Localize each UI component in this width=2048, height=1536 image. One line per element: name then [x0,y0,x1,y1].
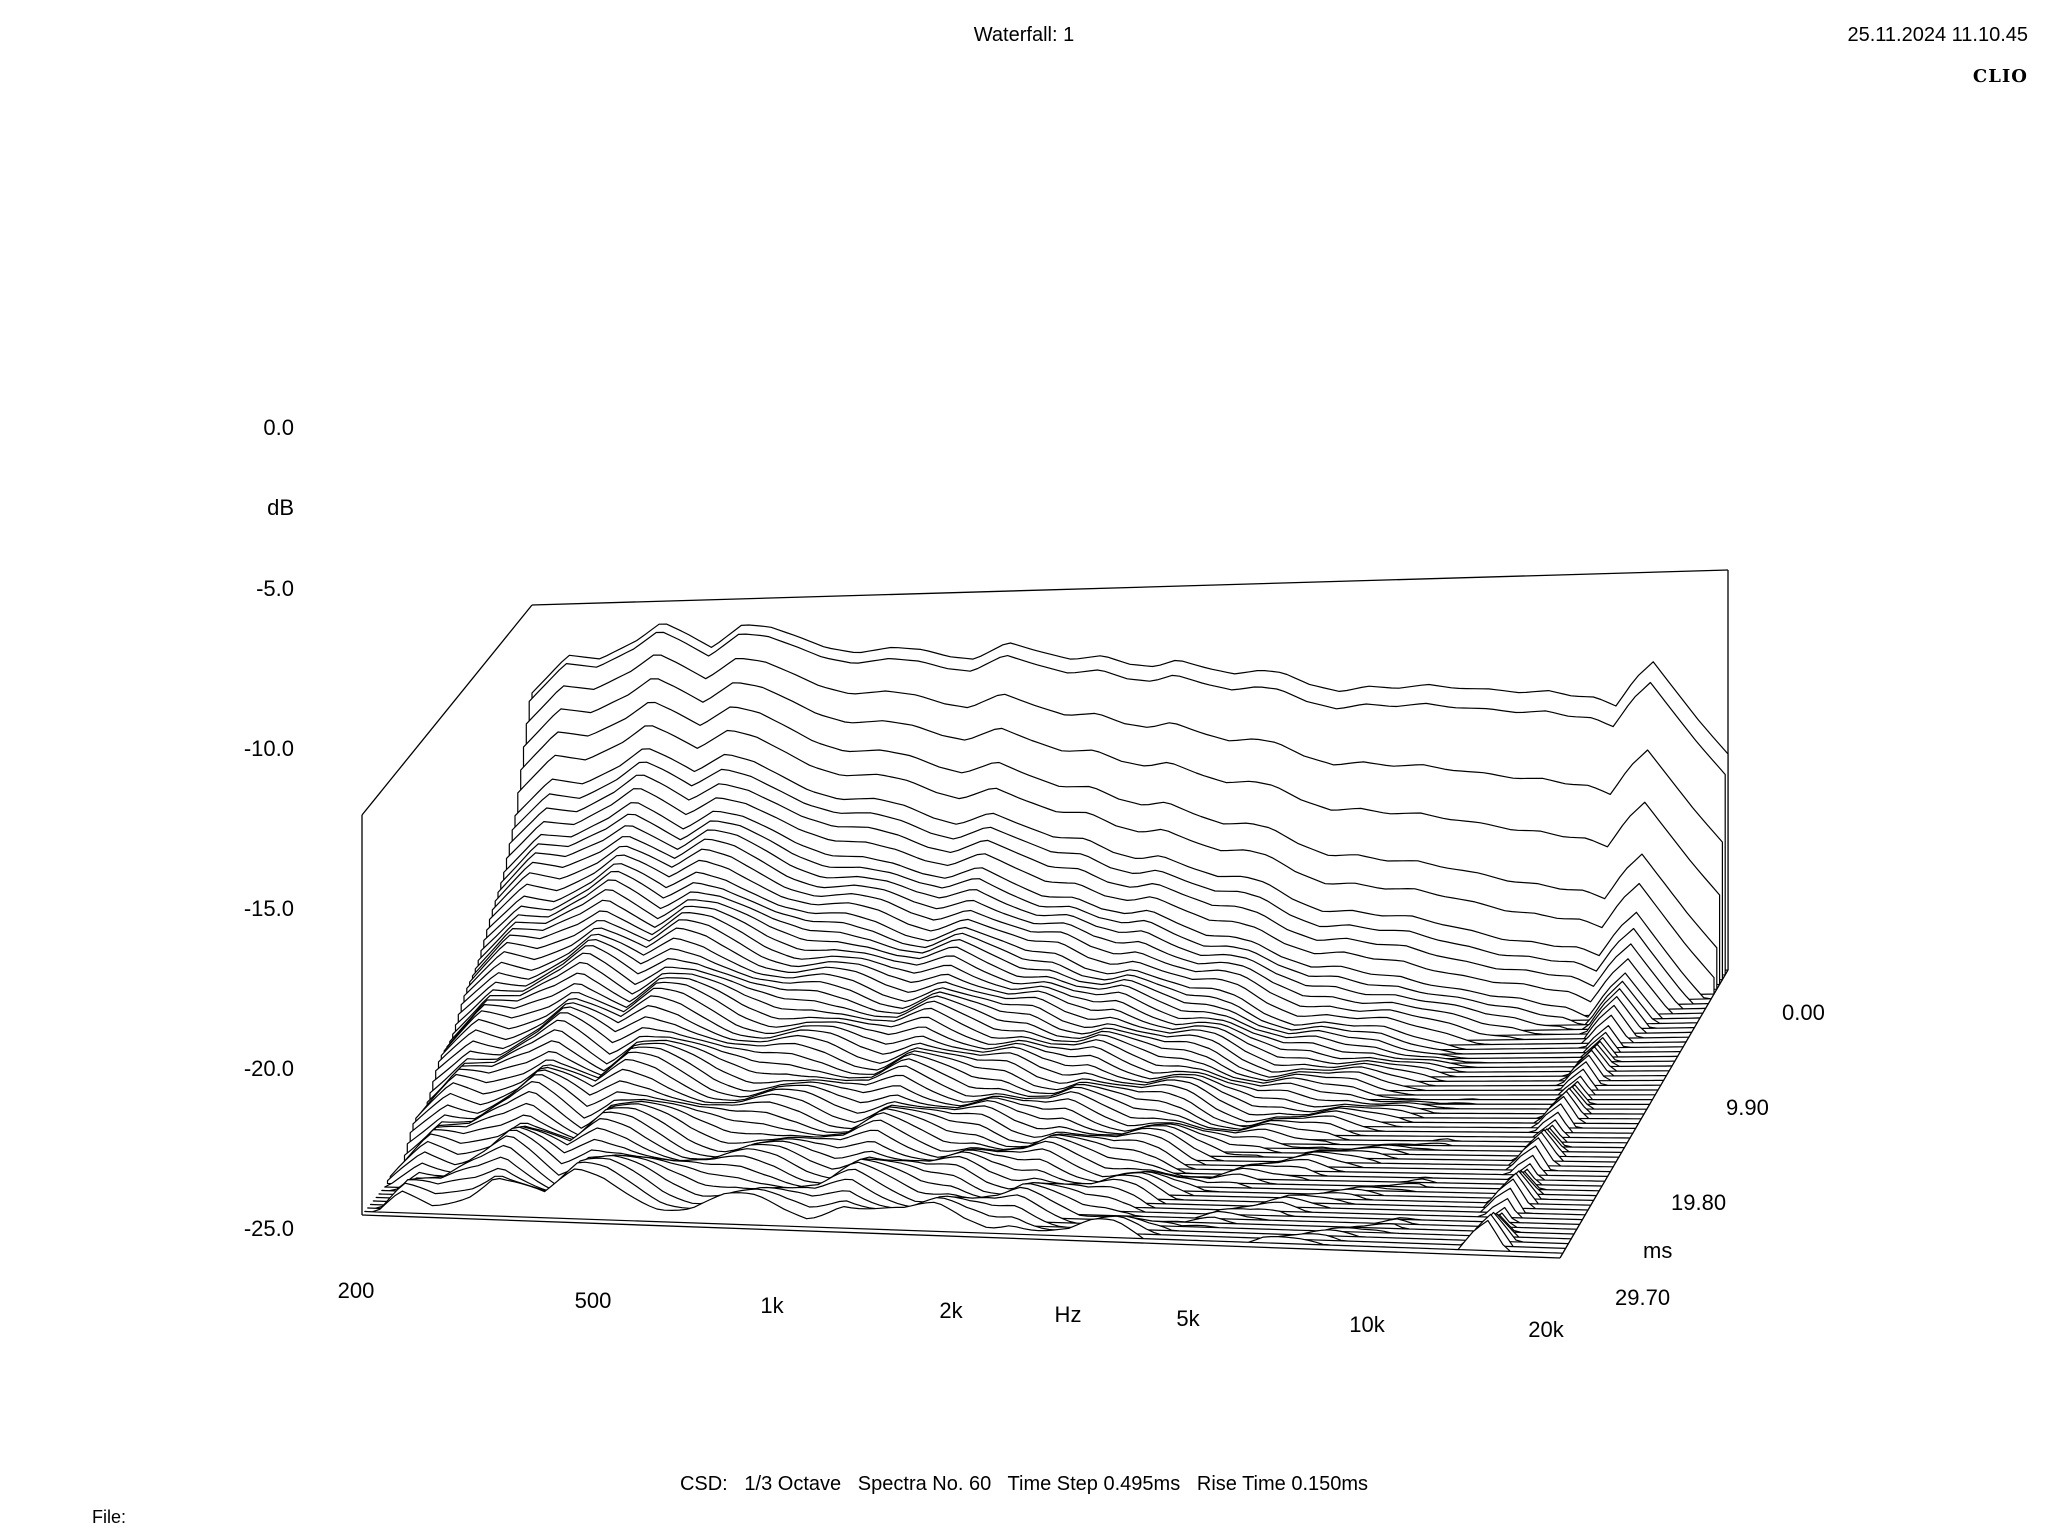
frame-edge [531,569,1729,606]
spectra-traces [364,623,1729,1254]
frame-edge [361,604,533,816]
chart-title: Waterfall: 1 [973,24,1075,46]
timestamp: 25.11.2024 11.10.45 [1847,24,2028,46]
x-tick-label: 20k [1528,1317,1564,1342]
rise-time-info: Rise Time 0.150ms [1196,1473,1369,1495]
y-tick-label: -25.0 [243,1216,294,1241]
x-axis-label: Hz [1054,1302,1082,1327]
spectra-info: Spectra No. 60 [857,1473,992,1495]
y-tick-label: -5.0 [256,576,294,601]
x-tick-label: 10k [1349,1312,1385,1337]
x-tick-label: 2k [939,1298,963,1323]
x-tick-label: 5k [1176,1306,1200,1331]
y-tick-label: -15.0 [243,896,294,921]
smoothing-info: 1/3 Octave [744,1473,842,1495]
spectrum-trace [364,1168,1564,1254]
x-tick-label: 200 [337,1278,375,1303]
measurement-info: CSD: 1/3 Octave Spectra No. 60 Time Step… [0,1474,2048,1494]
y-tick-label: 0.0 [263,415,294,440]
y-axis-label: dB [267,495,294,520]
time-tick-label: 0.00 [1782,1000,1825,1025]
y-tick-label: -20.0 [243,1056,294,1081]
time-tick-label: 19.80 [1671,1190,1727,1215]
time-step-info: Time Step 0.495ms [1007,1473,1181,1495]
csd-label: CSD: [679,1473,728,1495]
time-tick-label: 9.90 [1726,1095,1769,1120]
file-label: File: [92,1507,127,1527]
y-tick-label: -10.0 [243,736,294,761]
frame-edge [361,1214,1561,1259]
x-tick-label: 1k [760,1293,784,1318]
brand-logo: CLIO [1972,66,2028,87]
x-tick-label: 500 [574,1288,612,1313]
time-axis-label: ms [1643,1238,1673,1263]
time-tick-label: 29.70 [1615,1285,1671,1310]
